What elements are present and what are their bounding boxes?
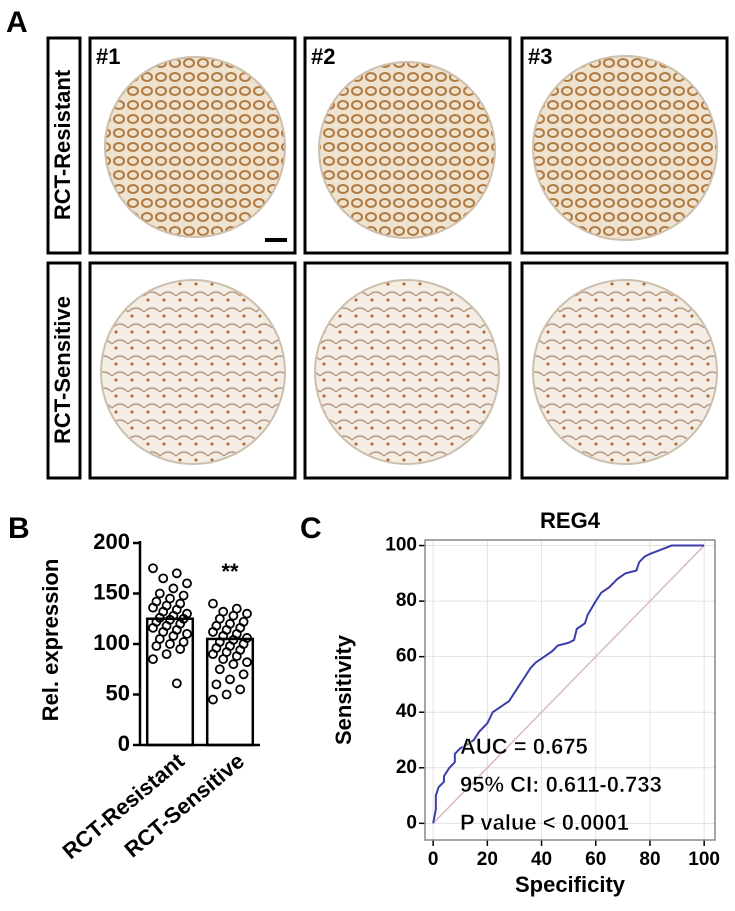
y-tick-label: 40 [396, 701, 417, 722]
data-point [242, 608, 252, 619]
data-point [228, 610, 239, 621]
column-label: #1 [96, 44, 120, 69]
annotation: AUC = 0.675 [460, 734, 588, 759]
data-point [148, 622, 158, 633]
tissue-core [532, 55, 718, 241]
panel-label: C [300, 512, 322, 545]
data-point [208, 626, 218, 637]
data-point [235, 684, 246, 695]
data-point [171, 678, 182, 689]
data-point [208, 598, 218, 609]
chart-title: REG4 [540, 508, 601, 533]
y-tick-label: 150 [93, 579, 130, 604]
row-label: RCT-Resistant [50, 69, 75, 220]
y-tick-label: 0 [406, 812, 417, 833]
tissue-core [318, 61, 496, 239]
data-point [211, 679, 222, 690]
tissue-core [532, 279, 718, 465]
x-axis-title: Specificity [515, 872, 626, 897]
y-tick-label: 60 [396, 646, 417, 667]
data-point [178, 590, 189, 601]
data-point [148, 563, 158, 574]
row-label-box [46, 261, 82, 480]
tissue-core [104, 56, 286, 238]
data-point [221, 689, 232, 700]
y-tick-label: 200 [93, 529, 130, 554]
data-point [218, 654, 229, 665]
tissue-core [100, 279, 286, 465]
data-point [168, 631, 179, 641]
x-tick-label: 20 [477, 849, 498, 870]
tissue-core [314, 279, 500, 465]
x-tick-label: 80 [639, 849, 660, 870]
column-label: #2 [311, 44, 335, 69]
data-point [182, 629, 192, 639]
data-point [168, 583, 179, 594]
y-tick-label: 20 [396, 757, 417, 778]
roc-curve [432, 544, 705, 824]
data-point [148, 654, 158, 665]
x-tick-label: 40 [531, 849, 552, 870]
data-point [208, 694, 218, 705]
data-point [214, 664, 225, 675]
data-point [165, 639, 175, 649]
data-point [158, 573, 169, 584]
x-tick-label: 100 [688, 849, 720, 870]
tissue-images [100, 55, 718, 465]
data-point [242, 657, 252, 668]
data-point [154, 588, 165, 599]
y-tick-label: 0 [118, 731, 130, 756]
data-point [171, 568, 182, 579]
panel-label: A [6, 6, 28, 39]
column-label: #3 [528, 44, 552, 69]
annotation: ** [221, 559, 239, 584]
y-axis-title: Sensitivity [331, 634, 356, 745]
data-point [208, 649, 218, 659]
y-tick-label: 50 [106, 680, 130, 705]
data-point [238, 669, 249, 680]
data-point [231, 651, 242, 662]
x-tick-label: 60 [585, 849, 606, 870]
annotation: 95% CI: 0.611-0.733 [460, 772, 662, 797]
data-point [161, 649, 172, 659]
plot-frame [424, 539, 716, 841]
x-tick-label: 0 [428, 849, 439, 870]
reference-line [432, 545, 705, 824]
row-label-box [46, 36, 82, 255]
data-point [225, 674, 235, 685]
panel-label: B [8, 512, 30, 545]
data-point [228, 659, 239, 670]
data-point [148, 602, 158, 613]
y-axis-title: Rel. expression [38, 559, 63, 722]
annotation: P value < 0.0001 [460, 810, 629, 835]
data-point [175, 644, 186, 654]
data-point [182, 578, 192, 589]
scale-bar [265, 238, 287, 242]
y-tick-label: 80 [396, 590, 417, 611]
y-tick-label: 100 [93, 630, 130, 655]
data-point [151, 641, 162, 651]
y-tick-label: 100 [385, 535, 417, 556]
row-label: RCT-Sensitive [50, 296, 75, 444]
